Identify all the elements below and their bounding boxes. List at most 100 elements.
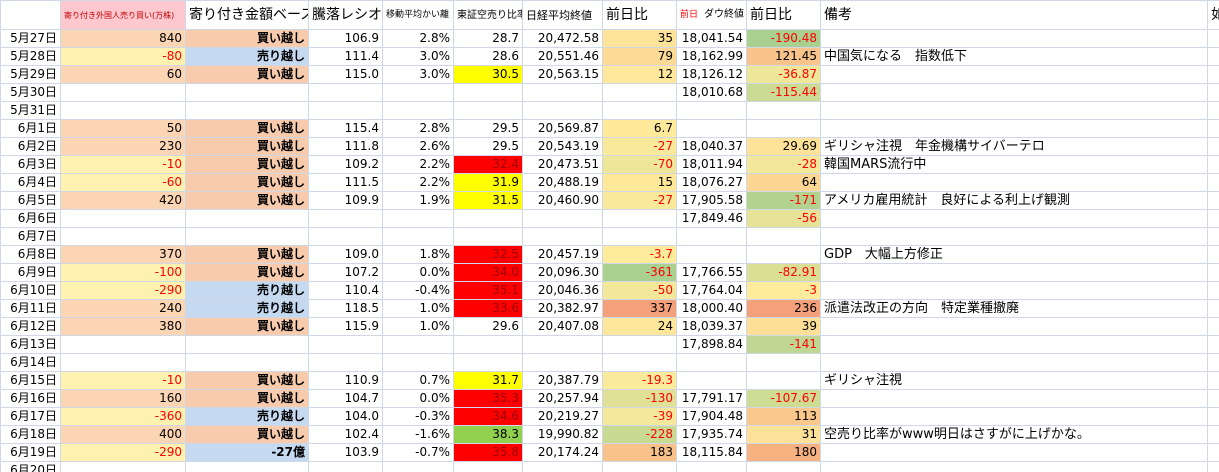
cell: 118.5 xyxy=(308,299,383,318)
cell: 5月28日 xyxy=(0,47,61,66)
cell xyxy=(185,461,309,472)
cell: 17,904.48 xyxy=(676,407,747,426)
cell: 34.6 xyxy=(453,407,523,426)
data-row: 6月17日 -360 売り越し 104.0 -0.3% 34.6 20,219.27 -39 1… xyxy=(0,407,1219,426)
header-cell: 騰落レシオ xyxy=(308,0,383,30)
data-row: 6月18日 400 買い越し 102.4 -1.6% 38.3 19,990.82 -228 1… xyxy=(0,425,1219,444)
cell xyxy=(1207,353,1219,372)
cell xyxy=(820,335,1208,354)
cell: 370 xyxy=(60,245,186,264)
cell: -3.7 xyxy=(602,245,677,264)
cell: 20,472.58 xyxy=(522,29,603,48)
cell: 18,010.68 xyxy=(676,83,747,102)
cell: 109.2 xyxy=(308,155,383,174)
cell: 24 xyxy=(602,317,677,336)
cell xyxy=(1207,29,1219,48)
cell: 64 xyxy=(746,173,821,192)
cell xyxy=(676,101,747,120)
cell: 15 xyxy=(602,173,677,192)
cell: 6月12日 xyxy=(0,317,61,336)
cell: 31.5 xyxy=(453,191,523,210)
cell xyxy=(308,83,383,102)
cell: ギリシャ注視 年金機構サイバーテロ xyxy=(820,137,1208,156)
data-row: 6月2日 230 買い越し 111.8 2.6% 29.5 20,543.19 -27 18,0… xyxy=(0,137,1219,156)
data-row: 6月15日 -10 買い越し 110.9 0.7% 31.7 20,387.79 -19.3 ギ… xyxy=(0,371,1219,390)
cell: 420 xyxy=(60,191,186,210)
cell xyxy=(60,227,186,246)
cell: 28.7 xyxy=(453,29,523,48)
cell: 売り越し xyxy=(185,299,309,318)
cell: 買い越し xyxy=(185,389,309,408)
cell: 17,766.55 xyxy=(676,263,747,282)
header-cell: 寄り付き外国人売り買い(万株) xyxy=(60,0,186,30)
data-row: 6月5日 420 買い越し 109.9 1.9% 31.5 20,460.90 -27 17,9… xyxy=(0,191,1219,210)
cell xyxy=(185,335,309,354)
cell: 180 xyxy=(746,443,821,462)
cell: 5月31日 xyxy=(0,101,61,120)
cell xyxy=(746,119,821,138)
cell: 6月7日 xyxy=(0,227,61,246)
cell: 20,457.19 xyxy=(522,245,603,264)
cell xyxy=(1207,299,1219,318)
cell xyxy=(522,227,603,246)
data-row: 6月7日 xyxy=(0,227,1219,246)
header-cell: 前日 ダウ終値 xyxy=(676,0,747,30)
cell xyxy=(1207,83,1219,102)
cell: 20,407.08 xyxy=(522,317,603,336)
cell xyxy=(1207,425,1219,444)
cell xyxy=(1207,65,1219,84)
cell xyxy=(746,101,821,120)
cell xyxy=(820,227,1208,246)
cell xyxy=(522,83,603,102)
cell: 115.4 xyxy=(308,119,383,138)
data-row: 6月8日 370 買い越し 109.0 1.8% 32.5 20,457.19 -3.7 GDP… xyxy=(0,245,1219,264)
cell: -0.7% xyxy=(382,443,454,462)
cell: -171 xyxy=(746,191,821,210)
cell: 0.7% xyxy=(382,371,454,390)
cell: -27 xyxy=(602,191,677,210)
cell xyxy=(676,461,747,472)
cell: 2.8% xyxy=(382,119,454,138)
cell: 18,162.99 xyxy=(676,47,747,66)
cell: -115.44 xyxy=(746,83,821,102)
cell: 中国気になる 指数低下 xyxy=(820,47,1208,66)
cell: 183 xyxy=(602,443,677,462)
cell: 空売り比率がwww明日はさすがに上げかな。 xyxy=(820,425,1208,444)
header-cell xyxy=(0,0,61,30)
cell xyxy=(453,461,523,472)
cell xyxy=(308,461,383,472)
cell xyxy=(602,353,677,372)
cell: -39 xyxy=(602,407,677,426)
cell: 1.0% xyxy=(382,317,454,336)
cell xyxy=(746,353,821,372)
cell xyxy=(185,227,309,246)
cell: 50 xyxy=(60,119,186,138)
header-text: ダウ終値 xyxy=(704,9,745,20)
cell: 6月9日 xyxy=(0,263,61,282)
header-cell: 寄り付き金額ベース xyxy=(185,0,309,30)
cell: -10 xyxy=(60,155,186,174)
cell xyxy=(746,227,821,246)
cell xyxy=(1207,317,1219,336)
cell: 20,046.36 xyxy=(522,281,603,300)
cell: -290 xyxy=(60,281,186,300)
cell xyxy=(820,119,1208,138)
cell: -100 xyxy=(60,263,186,282)
cell: 17,849.46 xyxy=(676,209,747,228)
cell: -1.6% xyxy=(382,425,454,444)
cell: 6月14日 xyxy=(0,353,61,372)
cell xyxy=(1207,155,1219,174)
cell xyxy=(1207,389,1219,408)
cell: -19.3 xyxy=(602,371,677,390)
cell xyxy=(1207,335,1219,354)
cell: 29.69 xyxy=(746,137,821,156)
cell xyxy=(602,83,677,102)
data-row: 5月31日 xyxy=(0,101,1219,120)
cell: 18,076.27 xyxy=(676,173,747,192)
cell xyxy=(676,245,747,264)
cell: 6.7 xyxy=(602,119,677,138)
cell: -290 xyxy=(60,443,186,462)
cell: 6月5日 xyxy=(0,191,61,210)
cell: 236 xyxy=(746,299,821,318)
cell xyxy=(185,209,309,228)
